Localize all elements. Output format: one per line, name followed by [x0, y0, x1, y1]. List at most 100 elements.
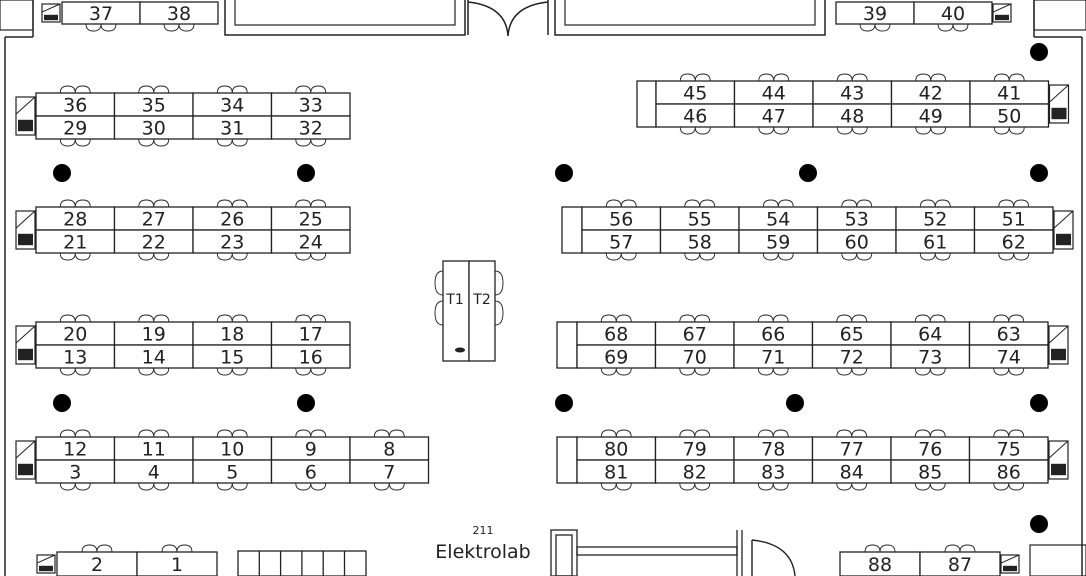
seat-17[interactable]: 17	[270, 321, 351, 346]
seat-27[interactable]: 27	[113, 206, 194, 231]
seat-cell[interactable]	[270, 115, 351, 140]
seat-57[interactable]: 57	[581, 229, 662, 254]
seat-84[interactable]: 84	[811, 459, 892, 484]
seat-18[interactable]: 18	[192, 321, 273, 346]
seat-34[interactable]: 34	[192, 92, 273, 117]
seat-14[interactable]: 14	[113, 344, 194, 369]
seat-56[interactable]: 56	[581, 206, 662, 231]
seat-cell[interactable]	[968, 344, 1049, 369]
seat-65[interactable]: 65	[811, 321, 892, 346]
seat-50[interactable]: 50	[969, 103, 1050, 128]
seat-40[interactable]: 40	[913, 1, 993, 25]
seat-54[interactable]: 54	[738, 206, 819, 231]
seat-77[interactable]: 77	[811, 436, 892, 461]
seat-80[interactable]: 80	[576, 436, 657, 461]
seat-cell[interactable]	[349, 459, 430, 484]
seat-88[interactable]: 88	[839, 551, 921, 576]
seat-19[interactable]: 19	[113, 321, 194, 346]
seat-44[interactable]: 44	[733, 80, 814, 105]
seat-64[interactable]: 64	[890, 321, 971, 346]
seat-48[interactable]: 48	[812, 103, 893, 128]
seat-25[interactable]: 25	[270, 206, 351, 231]
seat-70[interactable]: 70	[654, 344, 735, 369]
seat-78[interactable]: 78	[733, 436, 814, 461]
seat-60[interactable]: 60	[816, 229, 897, 254]
seat-41[interactable]: 41	[969, 80, 1050, 105]
seat-cell[interactable]	[913, 1, 993, 25]
seat-15[interactable]: 15	[192, 344, 273, 369]
seat-13[interactable]: 13	[35, 344, 116, 369]
seat-11[interactable]: 11	[113, 436, 194, 461]
table-t2[interactable]	[468, 260, 496, 362]
seat-36[interactable]: 36	[35, 92, 116, 117]
seat-22[interactable]: 22	[113, 229, 194, 254]
seat-72[interactable]: 72	[811, 344, 892, 369]
seat-cell[interactable]	[973, 229, 1054, 254]
seat-46[interactable]: 46	[655, 103, 736, 128]
door-swing[interactable]	[751, 539, 796, 576]
seat-28[interactable]: 28	[35, 206, 116, 231]
seat-20[interactable]: 20	[35, 321, 116, 346]
seat-24[interactable]: 24	[270, 229, 351, 254]
seat-79[interactable]: 79	[654, 436, 735, 461]
seat-74[interactable]: 74	[968, 344, 1049, 369]
seat-73[interactable]: 73	[890, 344, 971, 369]
seat-cell[interactable]	[919, 551, 1001, 576]
seat-63[interactable]: 63	[968, 321, 1049, 346]
seat-62[interactable]: 62	[973, 229, 1054, 254]
seat-29[interactable]: 29	[35, 115, 116, 140]
seat-cell[interactable]	[56, 551, 138, 576]
seat-9[interactable]: 9	[270, 436, 351, 461]
seat-37[interactable]: 37	[61, 1, 141, 25]
seat-10[interactable]: 10	[192, 436, 273, 461]
seat-55[interactable]: 55	[659, 206, 740, 231]
seat-82[interactable]: 82	[654, 459, 735, 484]
seat-39[interactable]: 39	[835, 1, 915, 25]
seat-83[interactable]: 83	[733, 459, 814, 484]
seat-cell[interactable]	[968, 459, 1049, 484]
seat-5[interactable]: 5	[192, 459, 273, 484]
seat-31[interactable]: 31	[192, 115, 273, 140]
seat-43[interactable]: 43	[812, 80, 893, 105]
seat-8[interactable]: 8	[349, 436, 430, 461]
seat-38[interactable]: 38	[139, 1, 219, 25]
seat-26[interactable]: 26	[192, 206, 273, 231]
seat-33[interactable]: 33	[270, 92, 351, 117]
seat-45[interactable]: 45	[655, 80, 736, 105]
seat-12[interactable]: 12	[35, 436, 116, 461]
center-table-pair[interactable]	[434, 260, 504, 362]
seat-71[interactable]: 71	[733, 344, 814, 369]
seat-cell[interactable]	[270, 229, 351, 254]
seat-51[interactable]: 51	[973, 206, 1054, 231]
seat-66[interactable]: 66	[733, 321, 814, 346]
seat-53[interactable]: 53	[816, 206, 897, 231]
seat-cell[interactable]	[139, 1, 219, 25]
seat-61[interactable]: 61	[895, 229, 976, 254]
seat-21[interactable]: 21	[35, 229, 116, 254]
seat-35[interactable]: 35	[113, 92, 194, 117]
seat-30[interactable]: 30	[113, 115, 194, 140]
seat-2[interactable]: 2	[56, 551, 138, 576]
seat-23[interactable]: 23	[192, 229, 273, 254]
seat-7[interactable]: 7	[349, 459, 430, 484]
seat-4[interactable]: 4	[113, 459, 194, 484]
seat-68[interactable]: 68	[576, 321, 657, 346]
seat-52[interactable]: 52	[895, 206, 976, 231]
seat-67[interactable]: 67	[654, 321, 735, 346]
seat-cell[interactable]	[270, 344, 351, 369]
seat-76[interactable]: 76	[890, 436, 971, 461]
seat-49[interactable]: 49	[890, 103, 971, 128]
double-door[interactable]	[467, 0, 549, 37]
seat-75[interactable]: 75	[968, 436, 1049, 461]
seat-86[interactable]: 86	[968, 459, 1049, 484]
seat-85[interactable]: 85	[890, 459, 971, 484]
seat-59[interactable]: 59	[738, 229, 819, 254]
seat-6[interactable]: 6	[270, 459, 351, 484]
seat-cell[interactable]	[969, 103, 1050, 128]
seat-3[interactable]: 3	[35, 459, 116, 484]
seat-69[interactable]: 69	[576, 344, 657, 369]
seat-42[interactable]: 42	[890, 80, 971, 105]
seat-87[interactable]: 87	[919, 551, 1001, 576]
seat-1[interactable]: 1	[136, 551, 218, 576]
seat-cell[interactable]	[136, 551, 218, 576]
